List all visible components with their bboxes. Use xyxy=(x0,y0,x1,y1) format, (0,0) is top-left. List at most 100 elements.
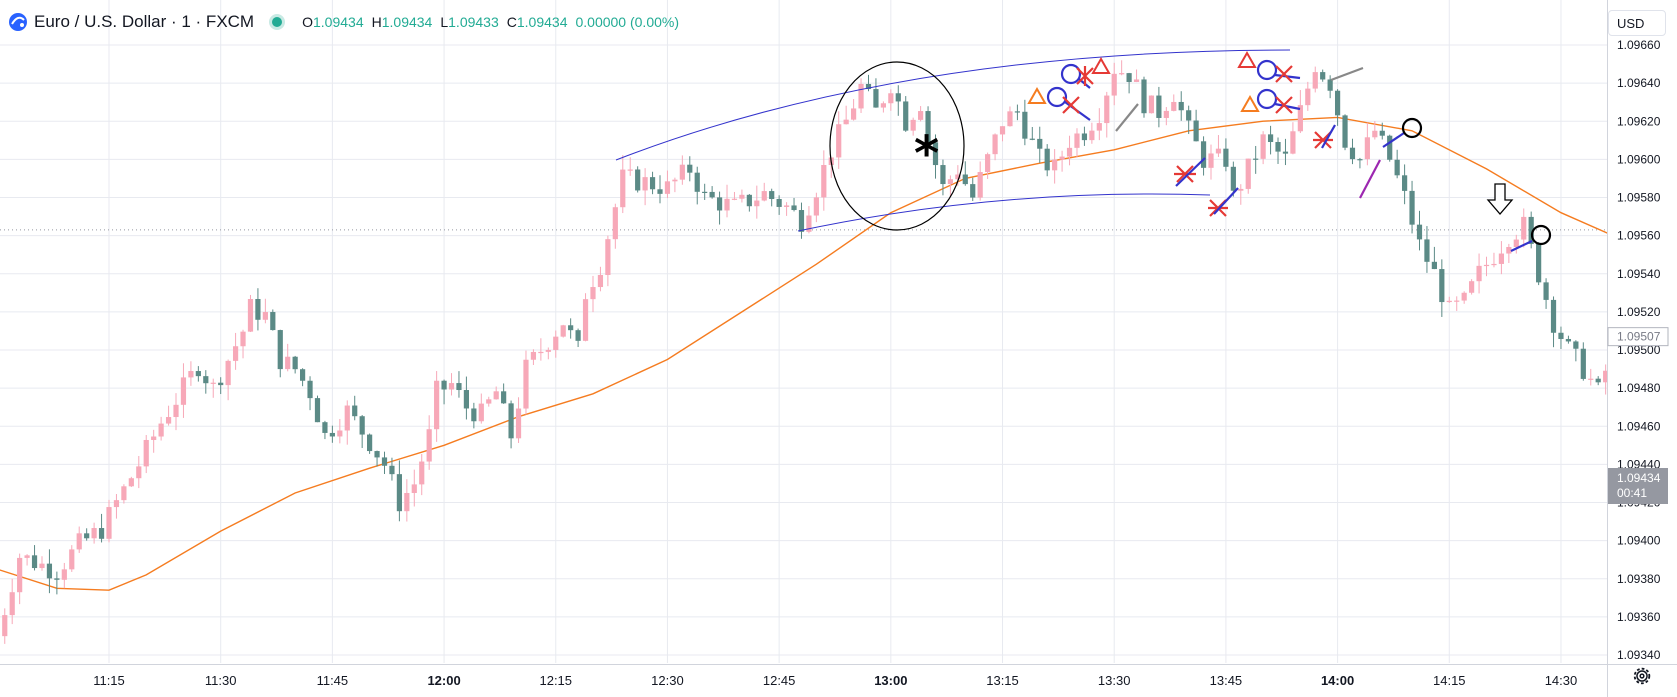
candle-body xyxy=(136,466,142,479)
candle-body xyxy=(977,172,983,198)
highlight-ellipse[interactable] xyxy=(829,61,965,231)
x-tick-label: 13:00 xyxy=(874,673,907,688)
candle-body xyxy=(61,569,67,580)
candle-body xyxy=(1402,175,1408,191)
candle-body xyxy=(151,436,157,440)
current-price-label: 1.09434 xyxy=(1617,471,1661,485)
candle-body xyxy=(903,101,909,131)
candle-body xyxy=(1267,134,1274,143)
candle-body xyxy=(262,312,268,320)
candle-body xyxy=(553,336,559,350)
candle-body xyxy=(1342,115,1348,148)
symbol-title[interactable]: Euro / U.S. Dollar · 1 · FXCM xyxy=(34,12,255,31)
gear-icon[interactable] xyxy=(1631,665,1653,687)
candle-body xyxy=(910,119,916,131)
candle-body xyxy=(635,169,641,191)
candle-body xyxy=(1431,261,1437,270)
candle-body xyxy=(314,398,321,423)
candle-body xyxy=(560,325,566,337)
candle-body xyxy=(307,380,313,399)
candle-body xyxy=(1372,130,1378,138)
ohlc-low: L1.09433 xyxy=(440,14,499,30)
ohlc-close: C1.09434 xyxy=(506,14,568,30)
x-tick-label: 14:30 xyxy=(1545,673,1578,688)
candle-body xyxy=(731,198,738,200)
candle-body xyxy=(843,119,849,125)
candle-body xyxy=(1260,134,1266,159)
candle-body xyxy=(687,164,693,173)
candle-body xyxy=(783,205,790,207)
candle-body xyxy=(381,457,388,466)
candlestick-series xyxy=(2,60,1616,644)
candle-body xyxy=(1282,151,1289,154)
candle-body xyxy=(9,592,15,616)
candle-body xyxy=(1469,281,1475,293)
candle-body xyxy=(1305,88,1311,106)
x-tick-label: 13:15 xyxy=(986,673,1019,688)
candle-body xyxy=(106,507,112,539)
candle-body xyxy=(657,189,663,194)
candle-body xyxy=(1387,135,1393,160)
channel-upper-line[interactable] xyxy=(615,49,1291,161)
candle-body xyxy=(1081,133,1088,141)
candle-body xyxy=(865,83,872,90)
candle-body xyxy=(798,210,805,232)
candle-body xyxy=(17,557,23,593)
candle-body xyxy=(493,391,499,400)
candle-body xyxy=(1126,73,1132,82)
candle-body xyxy=(545,349,551,352)
candle-body xyxy=(1439,269,1445,303)
symbol-legend: Euro / U.S. Dollar · 1 · FXCM O1.09434 H… xyxy=(8,10,679,34)
candle-body xyxy=(240,331,246,347)
currency-button[interactable]: USD xyxy=(1608,10,1666,36)
x-tick-label: 12:15 xyxy=(539,673,572,688)
candle-body xyxy=(806,215,812,232)
candle-body xyxy=(932,142,939,166)
candle-body xyxy=(664,181,671,194)
candle-body xyxy=(791,205,797,211)
candle-body xyxy=(299,369,306,381)
candle-body xyxy=(1379,130,1385,136)
y-tick-label: 1.09600 xyxy=(1617,152,1661,166)
price-change: 0.00000 (0.00%) xyxy=(575,14,680,30)
candle-body xyxy=(1334,90,1341,116)
candle-body xyxy=(1357,159,1363,161)
candle-body xyxy=(605,239,611,275)
slant-lines xyxy=(1115,66,1533,252)
candle-body xyxy=(746,194,752,207)
candle-body xyxy=(143,439,149,467)
candle-body xyxy=(627,169,633,171)
candle-body xyxy=(374,451,380,458)
candle-body xyxy=(1230,166,1236,191)
candle-body xyxy=(411,484,417,493)
candle-body xyxy=(1573,341,1579,349)
candle-body xyxy=(1178,101,1184,111)
candle-body xyxy=(1022,111,1028,139)
candle-body xyxy=(1297,105,1303,132)
candle-body xyxy=(716,197,723,211)
candle-body xyxy=(463,390,470,409)
candle-body xyxy=(1320,72,1326,80)
candle-body xyxy=(702,191,708,194)
candle-body xyxy=(255,298,261,320)
candle-body xyxy=(1461,292,1467,301)
candle-body xyxy=(918,111,924,120)
candle-body xyxy=(1096,123,1102,131)
y-tick-label: 1.09400 xyxy=(1617,534,1661,548)
y-tick-label: 1.09540 xyxy=(1617,267,1661,281)
candle-body xyxy=(597,274,604,288)
channel-lower-line[interactable] xyxy=(797,193,1211,232)
candle-body xyxy=(419,461,425,485)
moving-average-path xyxy=(0,116,1614,591)
candle-body xyxy=(1029,138,1035,140)
candle-body xyxy=(158,423,164,437)
candle-body xyxy=(1476,265,1482,282)
candle-body xyxy=(1506,246,1512,254)
candle-body xyxy=(478,403,484,422)
y-tick-label: 1.09360 xyxy=(1617,610,1661,624)
candle-body xyxy=(24,555,30,558)
fxcm-logo-icon[interactable] xyxy=(8,12,28,32)
candle-body xyxy=(672,179,678,182)
